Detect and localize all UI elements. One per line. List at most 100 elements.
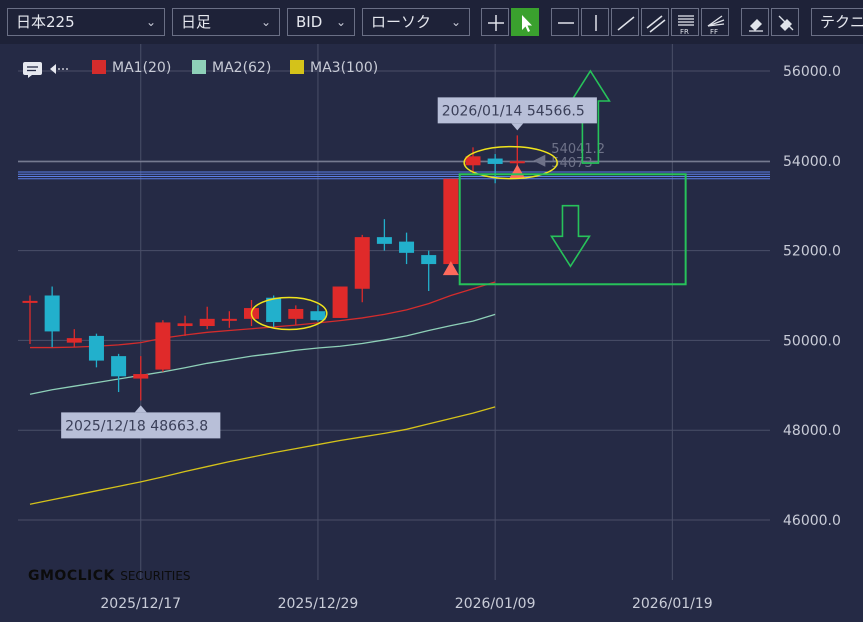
y-tick-label: 54000.0	[783, 154, 841, 170]
callout-box	[437, 97, 597, 124]
down-arrow	[550, 204, 591, 268]
eraser-all-icon	[778, 15, 794, 31]
eraser-button[interactable]	[741, 8, 769, 36]
ma2-line	[29, 313, 496, 395]
fibonacci-retracement-icon: FR	[678, 15, 694, 36]
candle-body	[465, 156, 481, 166]
candle-body	[66, 338, 82, 343]
x-tick-label: 2025/12/29	[278, 596, 359, 612]
trend-line-button[interactable]	[611, 8, 639, 36]
fibonacci-fan-icon: FF	[707, 15, 725, 36]
parallel-channel-button[interactable]	[641, 8, 669, 36]
y-tick-label: 48000.0	[783, 423, 841, 439]
triangle-marker	[442, 261, 459, 276]
highlight-ellipse	[250, 296, 328, 331]
toolbar: 日本225 ⌄ 日足 ⌄ BID ⌄ ローソク ⌄ FR FF テクニ	[0, 0, 863, 44]
callout-pointer	[134, 405, 147, 413]
y-tick-label: 50000.0	[783, 333, 841, 349]
legend-label-ma2: MA2(62)	[212, 60, 272, 76]
vertical-line-button[interactable]	[581, 8, 609, 36]
ma1-line	[30, 281, 496, 349]
candle-body	[221, 318, 237, 321]
x-tick-label: 2026/01/09	[455, 596, 536, 612]
technical-menu[interactable]: テクニ	[811, 8, 863, 36]
price-type-select[interactable]: BID ⌄	[287, 8, 355, 36]
chevron-down-icon: ⌄	[145, 15, 156, 29]
collapse-legend-icon[interactable]	[48, 60, 72, 78]
candle-body	[133, 374, 149, 379]
x-tick-label: 2025/12/17	[100, 596, 181, 612]
vertical-line-icon	[595, 15, 597, 31]
candle-body	[155, 322, 171, 370]
y-tick-label: 52000.0	[783, 244, 841, 260]
fibonacci-retracement-button[interactable]: FR	[671, 8, 699, 36]
legend-swatch-ma1	[92, 60, 106, 74]
eraser-icon	[749, 19, 763, 32]
legend-item-ma1[interactable]: MA1(20)	[92, 58, 171, 78]
chevron-down-icon: ⌄	[335, 15, 346, 29]
callout-text: 2025/12/18 48663.8	[65, 418, 208, 434]
svg-text:FF: FF	[710, 28, 718, 36]
chevron-down-icon: ⌄	[450, 15, 461, 29]
legend-item-ma3[interactable]: MA3(100)	[290, 58, 378, 78]
legend-swatch-ma2	[192, 60, 206, 74]
candle-body	[509, 161, 525, 164]
moving-averages	[29, 281, 496, 505]
legend-item-ma2[interactable]: MA2(62)	[192, 58, 271, 78]
technical-menu-label: テクニ	[820, 13, 863, 31]
horizontal-lines	[18, 161, 770, 180]
highlight-box	[458, 173, 687, 286]
candle-body	[310, 311, 326, 321]
horizontal-line-button[interactable]	[551, 8, 579, 36]
callout-pointer	[511, 123, 524, 131]
x-tick-label: 2026/01/19	[632, 596, 713, 612]
fibonacci-fan-button[interactable]: FF	[701, 8, 729, 36]
svg-text:FR: FR	[680, 28, 689, 36]
y-tick-label: 56000.0	[783, 64, 841, 80]
eraser-all-button[interactable]	[771, 8, 799, 36]
trend-line-icon	[617, 16, 635, 31]
brand-logo-text: GMOCLICK	[28, 568, 115, 584]
axes: 46000.0 48000.0 50000.0 52000.0 54000.0 56000…	[100, 64, 841, 612]
candle-body	[288, 308, 304, 319]
candle-body	[111, 356, 127, 377]
candle-body	[199, 318, 215, 327]
callout-text: 2026/01/14 54566.5	[442, 103, 585, 119]
pointer-icon	[522, 15, 532, 32]
candle-body	[421, 255, 437, 265]
legend-label-ma3: MA3(100)	[310, 60, 379, 76]
price-pointer	[533, 154, 546, 167]
candles	[22, 135, 525, 401]
candle-body	[487, 158, 503, 164]
chevron-down-icon: ⌄	[260, 15, 271, 29]
chart-style-select[interactable]: ローソク ⌄	[362, 8, 470, 36]
period-select-value: 日足	[181, 13, 212, 31]
y-tick-label: 46000.0	[783, 513, 841, 529]
crosshair-button[interactable]	[481, 8, 509, 36]
candle-body	[443, 178, 459, 265]
price-label: 54041.2	[551, 142, 605, 157]
candle-body	[88, 335, 104, 361]
crosshair-icon	[488, 15, 504, 31]
symbol-select[interactable]: 日本225 ⌄	[7, 8, 165, 36]
legend-swatch-ma3	[290, 60, 304, 74]
brand-logo-suffix: SECURITIES	[120, 569, 191, 583]
ma3-line	[29, 406, 496, 505]
candle-body	[44, 295, 60, 332]
period-select[interactable]: 日足 ⌄	[172, 8, 280, 36]
chart-style-select-value: ローソク	[371, 13, 432, 31]
horizontal-line-icon	[558, 22, 574, 24]
callout-box	[61, 412, 221, 439]
pointer-button[interactable]	[511, 8, 539, 36]
candle-body	[332, 286, 348, 318]
candle-body	[376, 237, 392, 244]
parallel-channel-icon	[646, 15, 666, 33]
price-type-select-value: BID	[296, 13, 323, 31]
brand-logo: GMOCLICK SECURITIES	[28, 568, 191, 584]
comment-icon[interactable]	[22, 60, 44, 78]
highlight-ellipse	[463, 145, 558, 180]
candle-body	[354, 237, 370, 289]
candle-body	[266, 297, 282, 322]
